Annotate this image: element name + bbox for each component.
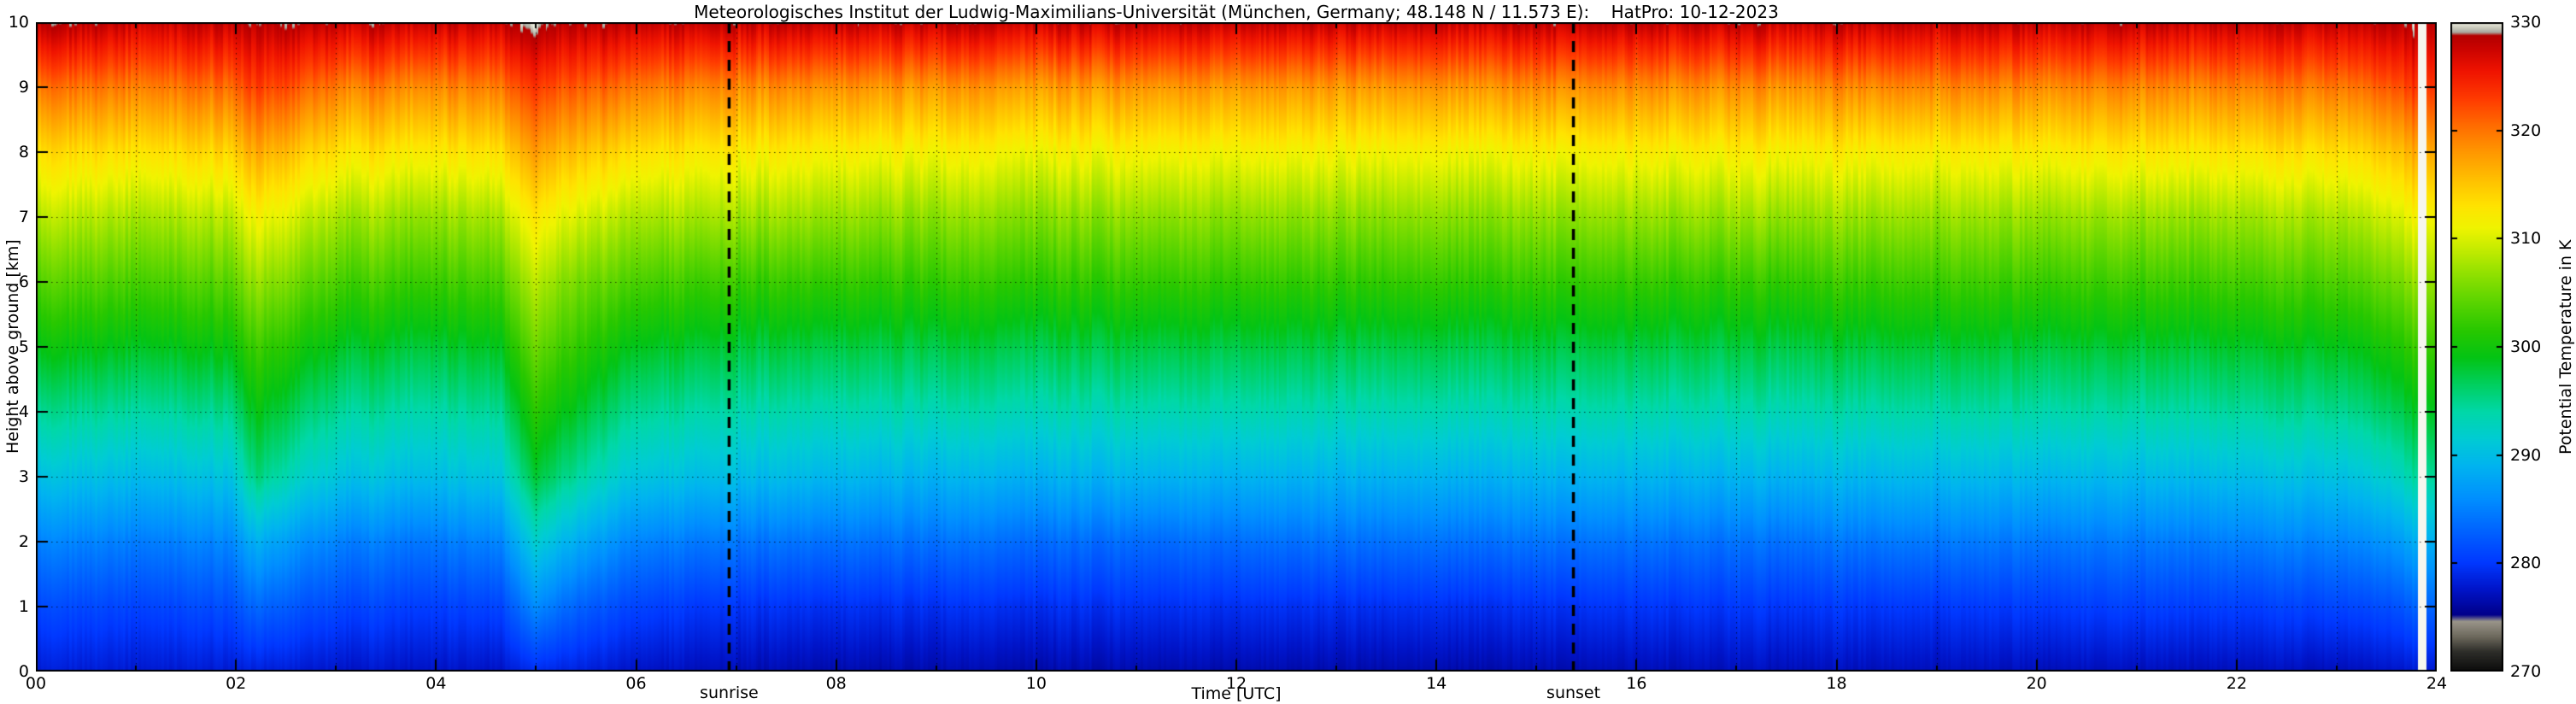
- x-tick-label: 02: [226, 674, 247, 693]
- x-tick-label: 08: [825, 674, 847, 693]
- colorbar-tick-label: 300: [2510, 337, 2542, 356]
- y-tick-label: 7: [18, 208, 29, 226]
- annotation-sunrise: sunrise: [700, 683, 759, 702]
- colorbar-tick-label: 320: [2510, 120, 2542, 140]
- x-tick-label: 20: [2026, 674, 2047, 693]
- colorbar-label: Potential Temperature in K: [2556, 239, 2575, 455]
- colorbar-canvas: [2450, 22, 2503, 672]
- x-tick-label: 16: [1626, 674, 1647, 693]
- y-tick-label: 3: [18, 467, 29, 486]
- y-tick-label: 5: [18, 337, 29, 356]
- colorbar-tick-label: 290: [2510, 445, 2542, 465]
- x-tick-label: 18: [1826, 674, 1847, 693]
- x-tick-label: 00: [25, 674, 47, 693]
- y-tick-label: 8: [18, 143, 29, 161]
- x-tick-label: 14: [1426, 674, 1447, 693]
- x-tick-label: 10: [1025, 674, 1047, 693]
- y-tick-label: 4: [18, 402, 29, 421]
- colorbar-tick-label: 330: [2510, 13, 2542, 32]
- x-tick-label: 04: [425, 674, 447, 693]
- y-tick-label: 1: [18, 597, 29, 616]
- x-tick-label: 06: [625, 674, 647, 693]
- y-tick-label: 0: [18, 662, 29, 681]
- heatmap-canvas: [36, 22, 2437, 672]
- colorbar-tick-label: 310: [2510, 229, 2542, 249]
- x-tick-label: 22: [2226, 674, 2247, 693]
- y-tick-label: 9: [18, 78, 29, 97]
- colorbar-tick-label: 270: [2510, 662, 2542, 681]
- y-tick-label: 6: [18, 273, 29, 291]
- annotation-sunset: sunset: [1546, 683, 1601, 702]
- x-tick-label: 24: [2426, 674, 2448, 693]
- y-tick-label: 2: [18, 532, 29, 551]
- y-tick-label: 10: [8, 13, 29, 32]
- x-axis-label: Time [UTC]: [1191, 684, 1282, 703]
- colorbar-tick-label: 280: [2510, 554, 2542, 573]
- chart-title: Meteorologisches Institut der Ludwig-Max…: [694, 2, 1779, 22]
- x-tick-label: 12: [1225, 674, 1247, 693]
